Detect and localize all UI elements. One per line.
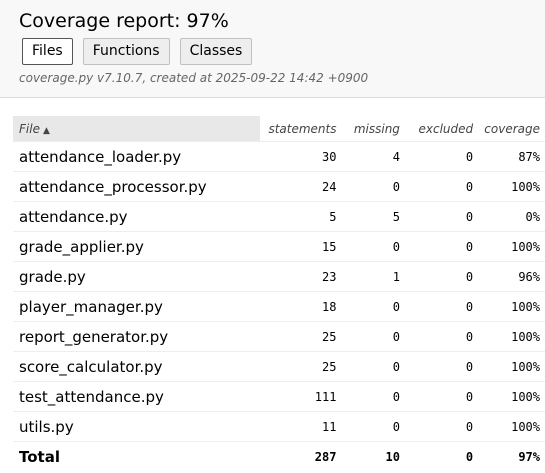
column-header-file[interactable]: File ▲ [13, 116, 261, 142]
file-link[interactable]: report_generator.py [13, 321, 261, 352]
excluded-cell: 0 [405, 381, 480, 412]
coverage-table: File ▲ statements missing excluded covera… [13, 116, 545, 471]
coverage-cell: 87% [479, 141, 545, 172]
file-link[interactable]: attendance.py [13, 201, 261, 232]
statements-cell: 5 [260, 201, 343, 232]
missing-cell: 1 [342, 261, 406, 292]
table-row: score_calculator.py 25 0 0 100% [13, 351, 545, 382]
table-row: grade.py 23 1 0 96% [13, 261, 545, 292]
table-row: attendance.py 5 5 0 0% [13, 201, 545, 232]
table-row: utils.py 11 0 0 100% [13, 411, 545, 442]
table-row: attendance_processor.py 24 0 0 100% [13, 171, 545, 202]
missing-cell: 0 [342, 231, 406, 262]
file-link[interactable]: attendance_processor.py [13, 171, 261, 202]
tab-files[interactable]: Files [22, 38, 73, 65]
total-statements: 287 [314, 449, 337, 464]
missing-cell: 0 [342, 321, 406, 352]
view-tabs: Files Functions Classes [22, 38, 253, 65]
tab-functions[interactable]: Functions [82, 38, 170, 65]
column-header-statements[interactable]: statements [260, 116, 343, 142]
column-header-excluded[interactable]: excluded [405, 116, 480, 142]
tab-classes[interactable]: Classes [179, 38, 253, 65]
excluded-cell: 0 [405, 141, 480, 172]
coverage-cell: 100% [479, 231, 545, 262]
file-link[interactable]: grade_applier.py [13, 231, 261, 262]
sort-ascending-icon: ▲ [42, 125, 50, 136]
excluded-cell: 0 [405, 171, 480, 202]
total-excluded: 0 [465, 449, 474, 464]
missing-cell: 0 [342, 411, 406, 442]
statements-cell: 111 [260, 381, 343, 412]
file-link[interactable]: attendance_loader.py [13, 141, 261, 172]
coverage-cell: 100% [479, 381, 545, 412]
table-header-row: File ▲ statements missing excluded covera… [13, 116, 545, 142]
file-link[interactable]: utils.py [13, 411, 261, 442]
statements-cell: 25 [260, 351, 343, 382]
file-link[interactable]: test_attendance.py [13, 381, 261, 412]
missing-cell: 0 [342, 381, 406, 412]
coverage-cell: 96% [479, 261, 545, 292]
file-link[interactable]: score_calculator.py [13, 351, 261, 382]
column-header-coverage[interactable]: coverage [479, 116, 545, 142]
missing-cell: 0 [342, 291, 406, 322]
total-coverage: 97% [518, 449, 540, 464]
excluded-cell: 0 [405, 291, 480, 322]
statements-cell: 24 [260, 171, 343, 202]
excluded-cell: 0 [405, 231, 480, 262]
column-header-missing[interactable]: missing [342, 116, 406, 142]
statements-cell: 25 [260, 321, 343, 352]
report-meta: coverage.py v7.10.7, created at 2025-09-… [19, 71, 369, 85]
statements-cell: 11 [260, 411, 343, 442]
coverage-cell: 100% [479, 171, 545, 202]
missing-cell: 0 [342, 351, 406, 382]
total-label: Total [19, 447, 60, 466]
excluded-cell: 0 [405, 261, 480, 292]
excluded-cell: 0 [405, 411, 480, 442]
table-row: report_generator.py 25 0 0 100% [13, 321, 545, 352]
table-row: grade_applier.py 15 0 0 100% [13, 231, 545, 262]
excluded-cell: 0 [405, 351, 480, 382]
coverage-cell: 0% [479, 201, 545, 232]
excluded-cell: 0 [405, 321, 480, 352]
statements-cell: 18 [260, 291, 343, 322]
coverage-cell: 100% [479, 291, 545, 322]
column-header-file-label: File [19, 121, 40, 136]
file-link[interactable]: player_manager.py [13, 291, 261, 322]
total-missing: 10 [385, 449, 400, 464]
statements-cell: 23 [260, 261, 343, 292]
coverage-cell: 100% [479, 321, 545, 352]
missing-cell: 5 [342, 201, 406, 232]
table-row: player_manager.py 18 0 0 100% [13, 291, 545, 322]
excluded-cell: 0 [405, 201, 480, 232]
missing-cell: 4 [342, 141, 406, 172]
statements-cell: 15 [260, 231, 343, 262]
table-row: test_attendance.py 111 0 0 100% [13, 381, 545, 412]
file-link[interactable]: grade.py [13, 261, 261, 292]
coverage-cell: 100% [479, 411, 545, 442]
coverage-cell: 100% [479, 351, 545, 382]
missing-cell: 0 [342, 171, 406, 202]
report-header: Coverage report: 97% Files Functions Cla… [0, 0, 545, 98]
statements-cell: 30 [260, 141, 343, 172]
table-row: attendance_loader.py 30 4 0 87% [13, 141, 545, 172]
page-title: Coverage report: 97% [19, 10, 229, 32]
total-row: Total 287 10 0 97% [13, 442, 545, 472]
